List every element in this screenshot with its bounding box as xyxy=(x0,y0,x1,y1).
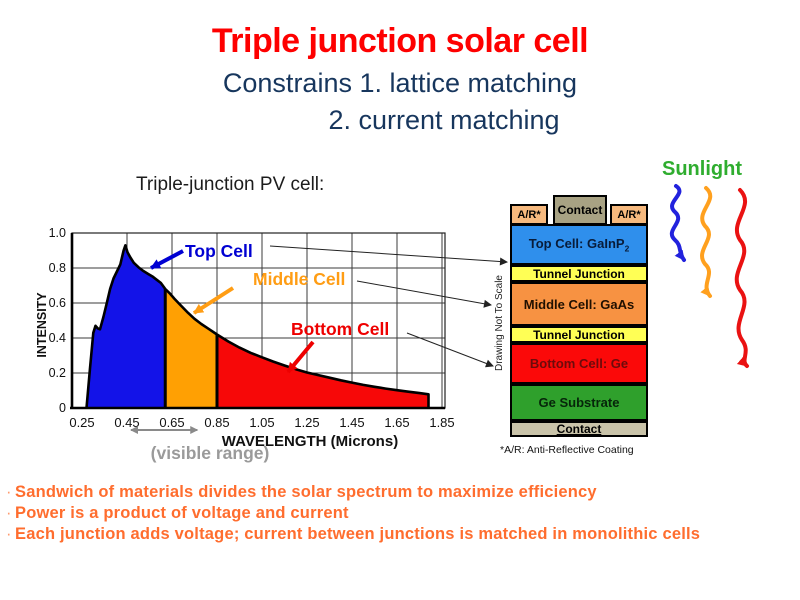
svg-text:1.85: 1.85 xyxy=(429,415,454,430)
stack-layer-middle-cell: Middle Cell: GaAs xyxy=(510,282,648,326)
sunlight-rays xyxy=(669,184,749,368)
svg-text:0.4: 0.4 xyxy=(49,331,66,345)
stack-layer-label: Tunnel Junction xyxy=(533,327,625,342)
svg-text:0.6: 0.6 xyxy=(49,296,66,310)
spectrum-region-middle-cell xyxy=(165,289,217,408)
spectrum-region-top-cell xyxy=(86,245,166,408)
bullet-dot-icon: · xyxy=(6,524,12,543)
svg-text:0.2: 0.2 xyxy=(49,366,66,380)
svg-text:0.85: 0.85 xyxy=(204,415,229,430)
stack-layer-label: A/R* xyxy=(617,208,641,221)
subtitle-line-2: 2. current matching xyxy=(328,105,560,135)
svg-text:1.45: 1.45 xyxy=(339,415,364,430)
svg-text:1.0: 1.0 xyxy=(49,226,66,240)
spectrum-region-bottom-cell xyxy=(217,334,429,408)
chart-heading: Triple-junction PV cell: xyxy=(136,174,325,195)
stack-layer-label: Middle Cell: GaAs xyxy=(523,296,635,312)
svg-text:0.65: 0.65 xyxy=(159,415,184,430)
stack-layer-label: Tunnel Junction xyxy=(533,266,625,281)
stack-layer-label: A/R* xyxy=(517,208,541,221)
drawing-not-to-scale-note: Drawing Not To Scale xyxy=(494,275,505,371)
stack-layer-contact-top: Contact xyxy=(553,195,607,225)
stack-layer-bottom-cell: Bottom Cell: Ge xyxy=(510,343,648,384)
subtitle-line-1: Constrains 1. lattice matching xyxy=(222,68,578,98)
stack-layer-ar-right: A/R* xyxy=(610,204,648,225)
stack-layer-label: Bottom Cell: Ge xyxy=(529,356,629,371)
sunlight-ray-blue-icon xyxy=(669,184,686,262)
bullet-item: · Power is a product of voltage and curre… xyxy=(6,503,349,522)
svg-text:0.45: 0.45 xyxy=(114,415,139,430)
stack-layer-label: Contact xyxy=(557,203,603,217)
cell-stack-diagram: Contact A/R* A/R* Top Cell: GaInP2 Tunne… xyxy=(510,195,648,437)
svg-text:1.65: 1.65 xyxy=(384,415,409,430)
bullet-list: · Sandwich of materials divides the solar… xyxy=(6,482,794,544)
stack-layer-tunnel-junction-1: Tunnel Junction xyxy=(510,265,648,282)
stack-layer-label: Ge Substrate xyxy=(538,395,620,410)
y-axis-label: INTENSITY xyxy=(35,292,49,358)
svg-text:1.25: 1.25 xyxy=(294,415,319,430)
visible-range-label: (visible range) xyxy=(151,443,270,463)
stack-layer-top-cell: Top Cell: GaInP2 xyxy=(510,224,648,265)
ar-footnote: *A/R: Anti-Reflective Coating xyxy=(500,444,634,456)
svg-text:1.05: 1.05 xyxy=(249,415,274,430)
stack-layer-label: Top Cell: GaInP2 xyxy=(528,235,630,254)
x-axis-label: WAVELENGTH (Microns) xyxy=(222,433,398,450)
stack-layer-ar-left: A/R* xyxy=(510,204,548,225)
bullet-dot-icon: · xyxy=(6,503,12,522)
sunlight-ray-red-icon xyxy=(734,188,749,368)
svg-text:0.25: 0.25 xyxy=(69,415,94,430)
stack-layer-label: Contact xyxy=(556,422,602,436)
sunlight-ray-orange-icon xyxy=(700,186,713,298)
chart-label-middle-cell: Middle Cell xyxy=(253,269,345,289)
sunlight-label: Sunlight xyxy=(662,158,742,180)
spectrum-chart: 0 0.2 0.4 0.6 0.8 1.0 0.25 0.45 0.65 0.85 1.05 1.25… xyxy=(35,226,508,463)
chart-label-bottom-cell: Bottom Cell xyxy=(291,319,389,339)
page-title: Triple junction solar cell xyxy=(211,22,589,60)
bullet-item: · Each junction adds voltage; current bet… xyxy=(6,524,701,543)
svg-text:0: 0 xyxy=(59,401,66,415)
bullet-dot-icon: · xyxy=(6,483,12,501)
stack-layer-tunnel-junction-2: Tunnel Junction xyxy=(510,326,648,343)
stack-layer-contact-bottom: Contact xyxy=(510,421,648,437)
chart-label-top-cell: Top Cell xyxy=(185,241,253,261)
bullet-item: · Sandwich of materials divides the solar… xyxy=(6,483,597,501)
svg-text:0.8: 0.8 xyxy=(49,261,66,275)
stack-layer-ge-substrate: Ge Substrate xyxy=(510,384,648,421)
